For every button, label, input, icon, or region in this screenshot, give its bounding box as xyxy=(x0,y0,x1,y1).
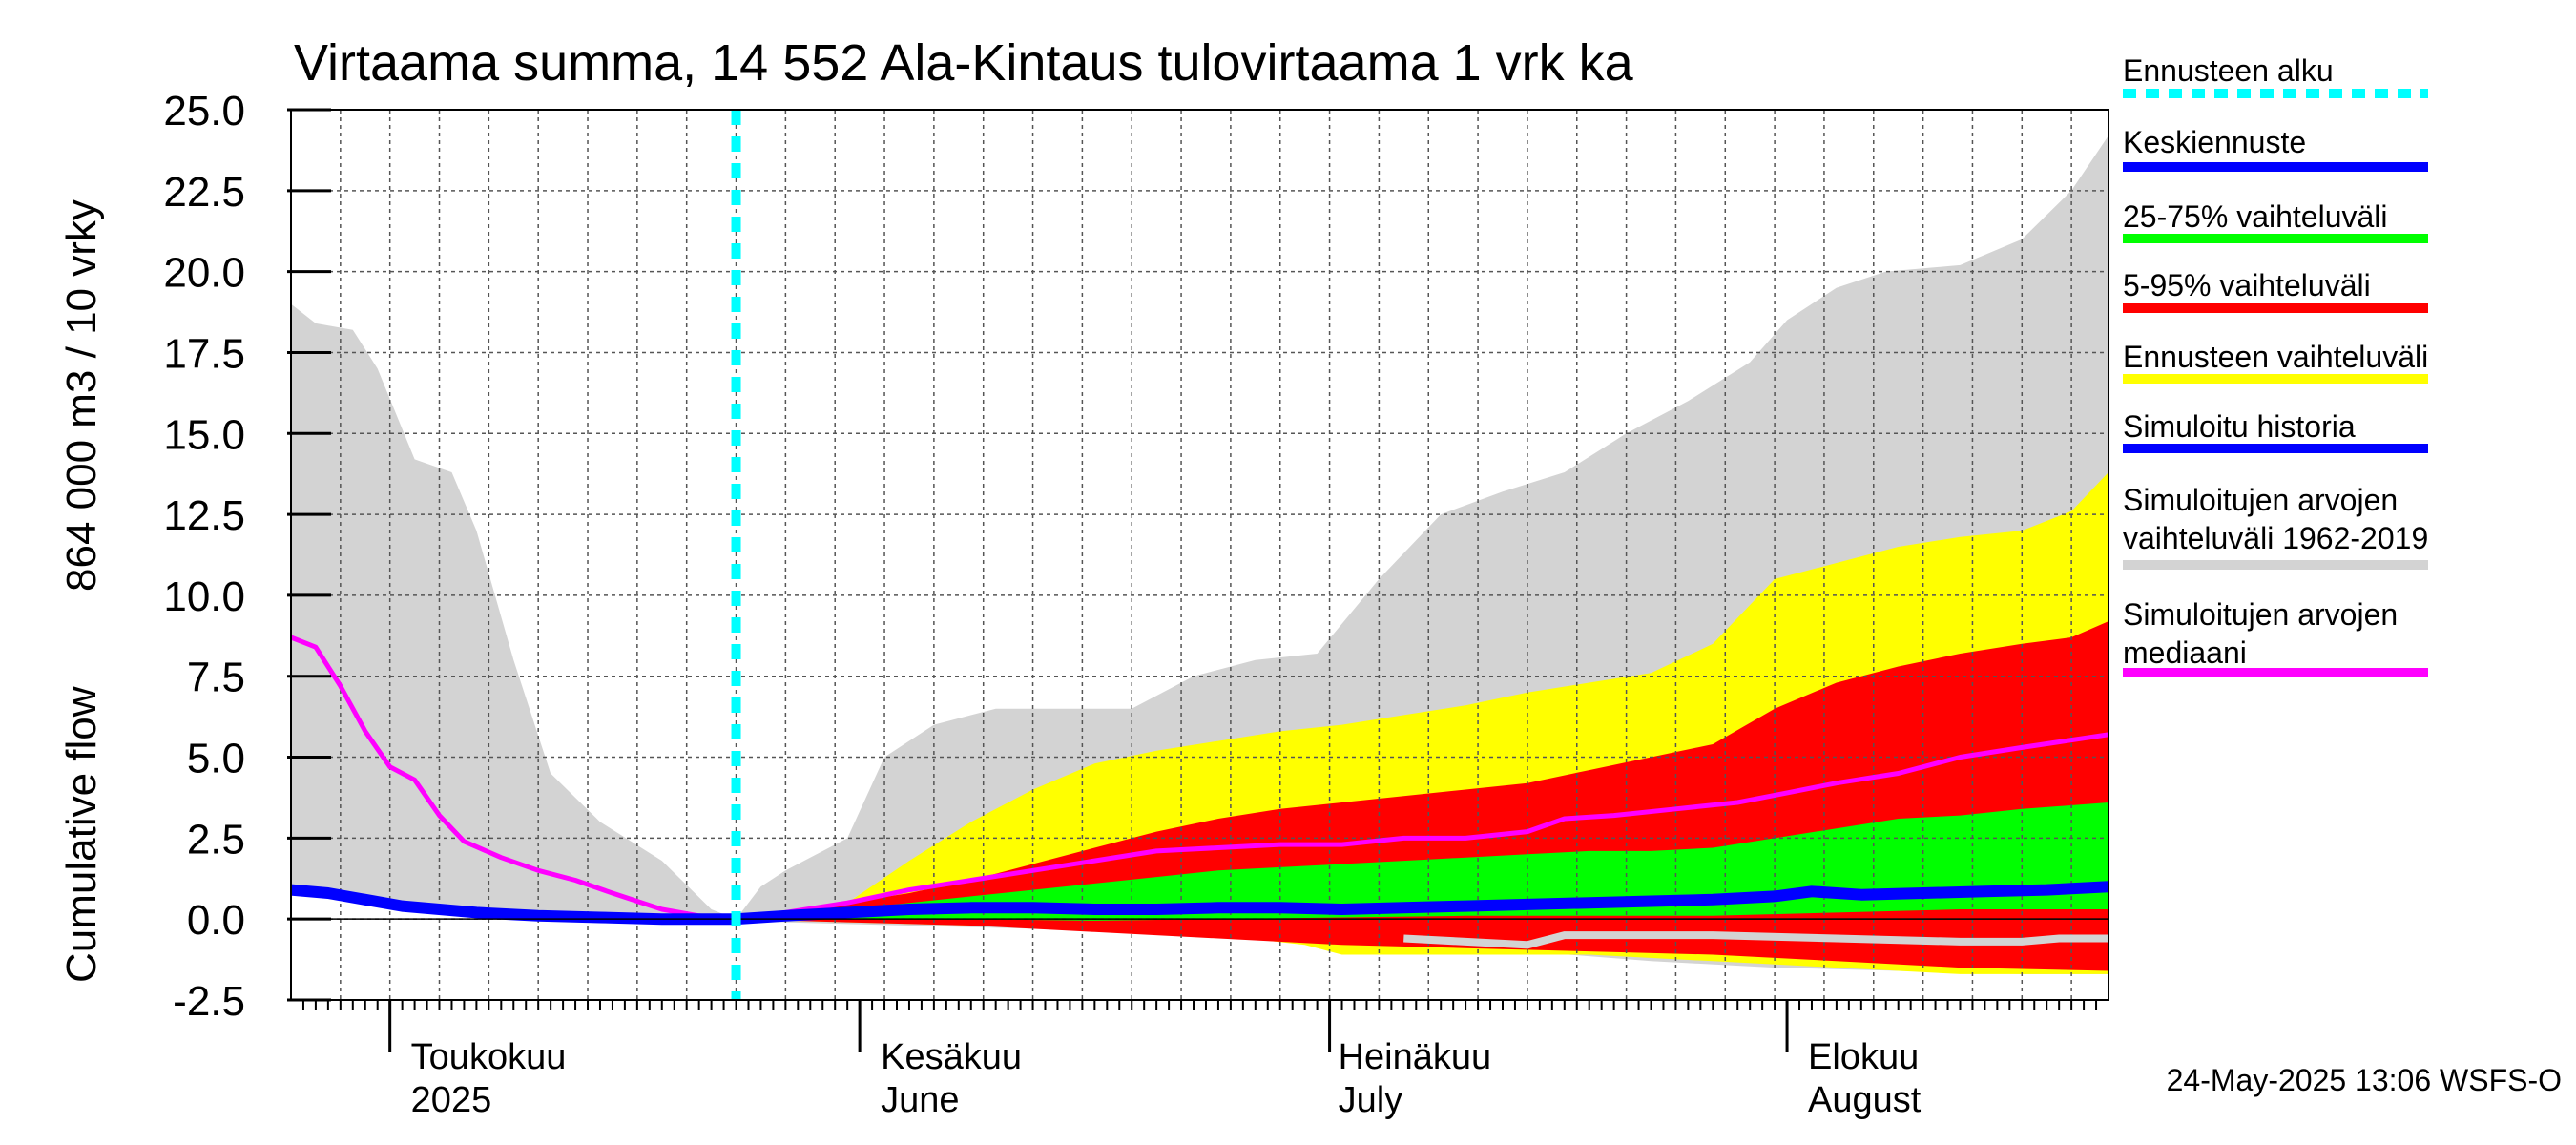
legend-label-simuloitujen_mediaani: Simuloitujen arvojen xyxy=(2123,597,2398,632)
y-tick-label: 12.5 xyxy=(163,492,245,539)
chart-title: Virtaama summa, 14 552 Ala-Kintaus tulov… xyxy=(294,34,1634,92)
line-simuloitu-historia xyxy=(290,884,737,926)
line-keskiennuste xyxy=(736,881,2109,926)
legend-label-simuloitujen_vaihteluvali: Simuloitujen arvojen xyxy=(2123,483,2398,517)
x-month-label-secondary: July xyxy=(1339,1080,1403,1120)
y-tick-label: -2.5 xyxy=(173,978,245,1025)
legend-label-simuloitujen_vaihteluvali: vaihteluväli 1962-2019 xyxy=(2123,521,2428,555)
y-tick-label: 7.5 xyxy=(187,655,245,701)
y-tick-label: 25.0 xyxy=(163,88,245,135)
line-simuloitujen-arvojen-mediaani xyxy=(290,635,2109,922)
light-gray-line xyxy=(1403,931,2109,949)
x-month-label-secondary: August xyxy=(1808,1080,1922,1120)
y-tick-label: 22.5 xyxy=(163,169,245,216)
y-tick-label: 17.5 xyxy=(163,330,245,377)
y-tick-label: 15.0 xyxy=(163,411,245,458)
legend-label-ennusteen_vaihteluvali: Ennusteen vaihteluväli xyxy=(2123,340,2428,374)
y-tick-label: 2.5 xyxy=(187,816,245,863)
x-month-label-secondary: 2025 xyxy=(411,1080,492,1120)
y-axis-label-bottom: Cumulative flow xyxy=(58,686,105,983)
x-month-label: Toukokuu xyxy=(411,1037,567,1077)
y-tick-label: 20.0 xyxy=(163,250,245,297)
x-month-label: Heinäkuu xyxy=(1339,1037,1492,1077)
legend-label-simuloitujen_mediaani: mediaani xyxy=(2123,635,2247,670)
y-tick-label: 10.0 xyxy=(163,573,245,620)
legend-label-vaihteluvali_25_75: 25-75% vaihteluväli xyxy=(2123,199,2388,234)
y-tick-label: 5.0 xyxy=(187,736,245,782)
timestamp: 24-May-2025 13:06 WSFS-O xyxy=(2167,1063,2562,1097)
y-axis-label-top: 864 000 m3 / 10 vrky xyxy=(58,199,105,592)
plot-frame xyxy=(290,109,2109,1001)
x-month-label: Kesäkuu xyxy=(881,1037,1022,1077)
y-tick-label: 0.0 xyxy=(187,897,245,944)
legend-label-simuloitu_historia: Simuloitu historia xyxy=(2123,409,2356,444)
legend-label-ennusteen_alku: Ennusteen alku xyxy=(2123,53,2334,88)
legend: Ennusteen alku Keskiennuste 25-75% vaihtel… xyxy=(2123,53,2428,677)
legend-label-keskiennuste: Keskiennuste xyxy=(2123,125,2306,159)
legend-label-vaihteluvali_5_95: 5-95% vaihteluväli xyxy=(2123,268,2371,302)
x-month-label: Elokuu xyxy=(1808,1037,1919,1077)
x-month-label-secondary: June xyxy=(881,1080,959,1120)
